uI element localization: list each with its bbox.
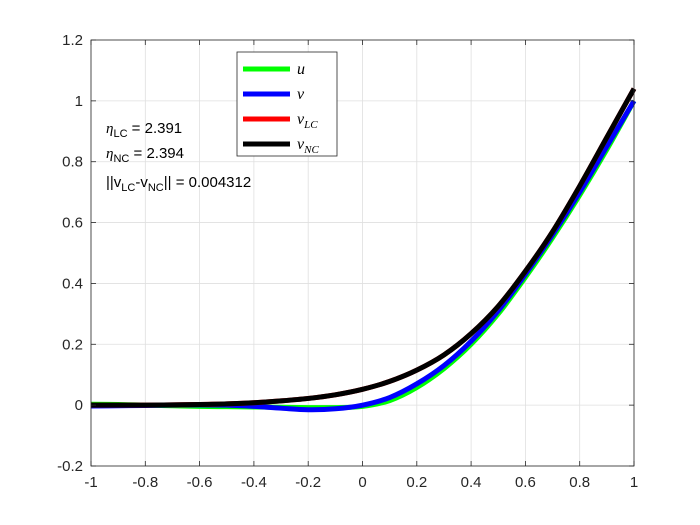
- legend-label-v-lc: vLC: [297, 111, 318, 131]
- y-tick-label: 0: [75, 397, 83, 414]
- x-tick-label: -0.2: [295, 474, 321, 491]
- y-tick-label: 1.2: [62, 32, 83, 49]
- legend-label-v: v: [297, 86, 305, 103]
- x-tick-label: 0.6: [515, 474, 536, 491]
- annotation-eta-nc: ηNC = 2.394: [106, 145, 184, 165]
- y-tick-label: -0.2: [57, 458, 83, 475]
- annotation-eta-lc: ηLC = 2.391: [106, 120, 182, 140]
- y-tick-label: 0.6: [62, 215, 83, 232]
- legend-label-u: u: [297, 61, 305, 78]
- legend: u v vLC vNC: [236, 51, 338, 157]
- annotation-norm: ||vLC-vNC|| = 0.004312: [106, 174, 251, 194]
- series-v-nc-line: [91, 87, 637, 408]
- x-tick-label: 0.8: [569, 474, 590, 491]
- x-tick-label: 0.2: [406, 474, 427, 491]
- x-tick-label: 0.4: [461, 474, 482, 491]
- ticks: [90, 39, 635, 467]
- x-tick-label: -0.4: [241, 474, 267, 491]
- x-tick-label: -0.8: [132, 474, 158, 491]
- x-tick-labels: -1 -0.8 -0.6 -0.4 -0.2 0 0.2 0.4 0.6 0.8 1: [84, 474, 638, 491]
- y-tick-label: 0.2: [62, 336, 83, 353]
- legend-label-v-nc: vNC: [297, 136, 319, 156]
- y-tick-label: 0.8: [62, 154, 83, 171]
- y-tick-label: 0.4: [62, 275, 83, 292]
- x-tick-label: -0.6: [187, 474, 213, 491]
- series-layer: [90, 87, 637, 413]
- x-tick-label: 0: [358, 474, 366, 491]
- y-tick-labels: -0.2 0 0.2 0.4 0.6 0.8 1 1.2: [57, 32, 83, 475]
- x-tick-label: -1: [84, 474, 97, 491]
- x-tick-label: 1: [630, 474, 638, 491]
- y-tick-label: 1: [75, 93, 83, 110]
